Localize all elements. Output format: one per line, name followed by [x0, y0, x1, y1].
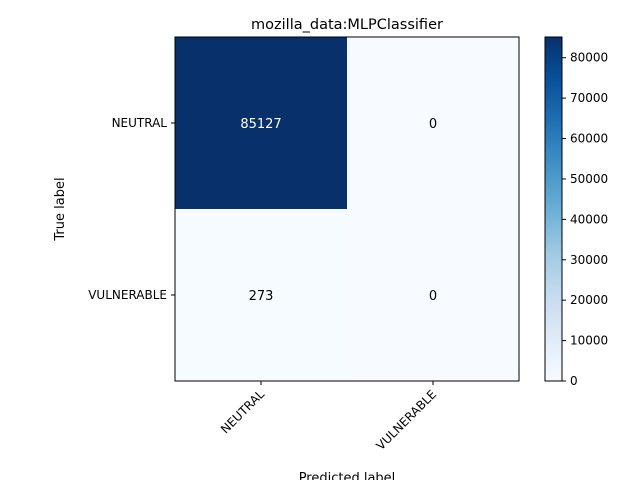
heatmap-cell — [175, 37, 347, 209]
plot-frame — [174, 36, 520, 382]
heatmap-cell — [347, 37, 519, 209]
colorbar-tick-label: 70000 — [570, 91, 608, 105]
cell-value-label: 0 — [429, 289, 437, 304]
y-tick-label: NEUTRAL — [112, 116, 168, 130]
colorbar-tick-label: 60000 — [570, 132, 608, 146]
colorbar — [544, 36, 563, 382]
y-axis-ticks: NEUTRAL VULNERABLE — [88, 116, 175, 302]
colorbar-tick-label: 10000 — [570, 334, 608, 348]
colorbar-tick-label: 20000 — [570, 293, 608, 307]
chart-title: mozilla_data:MLPClassifier — [251, 17, 443, 33]
y-tick-label: VULNERABLE — [88, 288, 167, 302]
heatmap-cell-labels: 85127 0 273 0 — [240, 117, 437, 304]
heatmap-cells — [175, 37, 519, 381]
cell-value-label: 273 — [249, 289, 274, 304]
colorbar-tick-label: 0 — [570, 374, 578, 388]
cell-value-label: 0 — [429, 117, 437, 132]
colorbar-tick-label: 40000 — [570, 212, 608, 226]
heatmap-cell — [175, 209, 347, 381]
x-axis-label: Predicted label — [299, 471, 396, 480]
y-axis-label: True label — [53, 177, 68, 241]
heatmap-cell — [347, 209, 519, 381]
colorbar-tick-label: 80000 — [570, 51, 608, 65]
colorbar-tick-label: 30000 — [570, 253, 608, 267]
colorbar-ticks: 0 10000 20000 30000 40000 50000 60000 70000 8000… — [562, 51, 608, 388]
cell-value-label: 85127 — [240, 117, 281, 132]
colorbar-tick-label: 50000 — [570, 172, 608, 186]
